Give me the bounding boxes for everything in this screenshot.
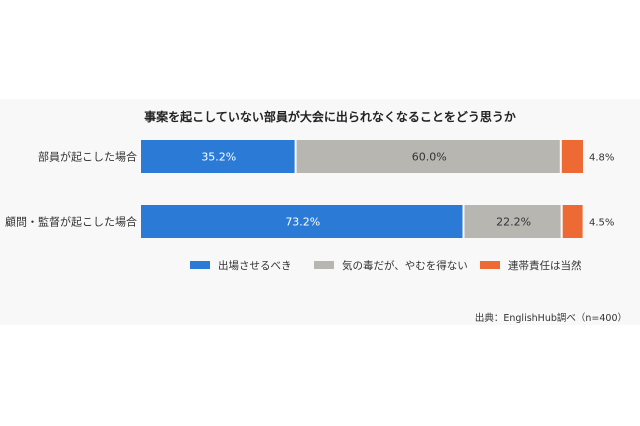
legend-swatch — [480, 261, 500, 269]
data-label: 4.8% — [589, 153, 614, 164]
bar-segment — [562, 205, 583, 238]
stacked-bar-chart: 事案を起こしていない部員が大会に出られなくなることをどう思うか 部員が起こした場… — [5, 109, 627, 324]
bar-segment — [464, 205, 561, 238]
legend-swatch — [190, 261, 210, 269]
bar-segment — [141, 205, 463, 238]
chart-title: 事案を起こしていない部員が大会に出られなくなることをどう思うか — [144, 109, 516, 124]
category-label: 部員が起こした場合 — [38, 150, 137, 164]
category-label: 顧問・監督が起こした場合 — [5, 215, 137, 229]
legend: 出場させるべき 気の毒だが、やむを得ない 連帯責任は当然 — [190, 259, 582, 272]
source-note: 出典：EnglishHub調べ（n=400） — [475, 312, 627, 324]
legend-label: 気の毒だが、やむを得ない — [342, 259, 468, 272]
bar-segment — [141, 140, 295, 173]
data-label: 22.2% — [496, 216, 531, 229]
data-label: 35.2% — [201, 151, 236, 164]
bar-segment — [561, 140, 583, 173]
legend-label: 出場させるべき — [218, 259, 292, 272]
data-label: 73.2% — [285, 216, 320, 229]
chart-panel: 事案を起こしていない部員が大会に出られなくなることをどう思うか 部員が起こした場… — [0, 99, 640, 325]
bar-segment — [296, 140, 560, 173]
bars-group: 部員が起こした場合 35.2% 60.0% 4.8% 顧問・監督が起こした場合 73.2%… — [5, 140, 614, 238]
legend-label: 連帯責任は当然 — [508, 259, 582, 272]
data-label: 60.0% — [412, 151, 447, 164]
legend-swatch — [314, 261, 334, 269]
data-label: 4.5% — [589, 218, 614, 229]
